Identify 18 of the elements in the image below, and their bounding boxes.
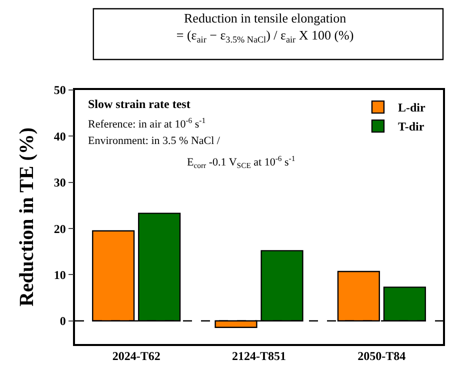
x-tick-label: 2050-T84: [358, 349, 406, 364]
x-tick-label: 2024-T62: [112, 349, 160, 364]
y-axis-title: Reduction in TE (%): [16, 127, 38, 307]
y-tick-label: 40: [54, 129, 66, 144]
legend-label: T-dir: [398, 120, 425, 134]
y-tick-label: 20: [54, 222, 66, 236]
chart-title: Reduction in tensile elongation: [184, 10, 347, 26]
y-tick-label: 0: [60, 314, 66, 328]
y-tick-label: 10: [54, 268, 66, 282]
legend-label: L-dir: [398, 100, 426, 115]
annotation: E$_{corr}$ -0.1 V$_{SCE}$ at 10$^{-6}$ s$^{-1}$: [187, 154, 296, 170]
annotation: Reference: in air at 10$^{-6}$ s$^{-1}$: [88, 116, 206, 131]
annotation: Slow strain rate test: [88, 97, 190, 111]
chart-subtitle: = (ε$_{air}$ − ε$_{3.5% NaCl}$) / ε$_{air}$ X 100 (%): [176, 28, 354, 44]
y-tick-label: 50: [54, 83, 66, 98]
annotation: Environment: in 3.5 % NaCl /: [88, 135, 221, 147]
x-tick-label: 2124-T851: [232, 349, 286, 364]
y-tick-label: 30: [54, 176, 66, 190]
